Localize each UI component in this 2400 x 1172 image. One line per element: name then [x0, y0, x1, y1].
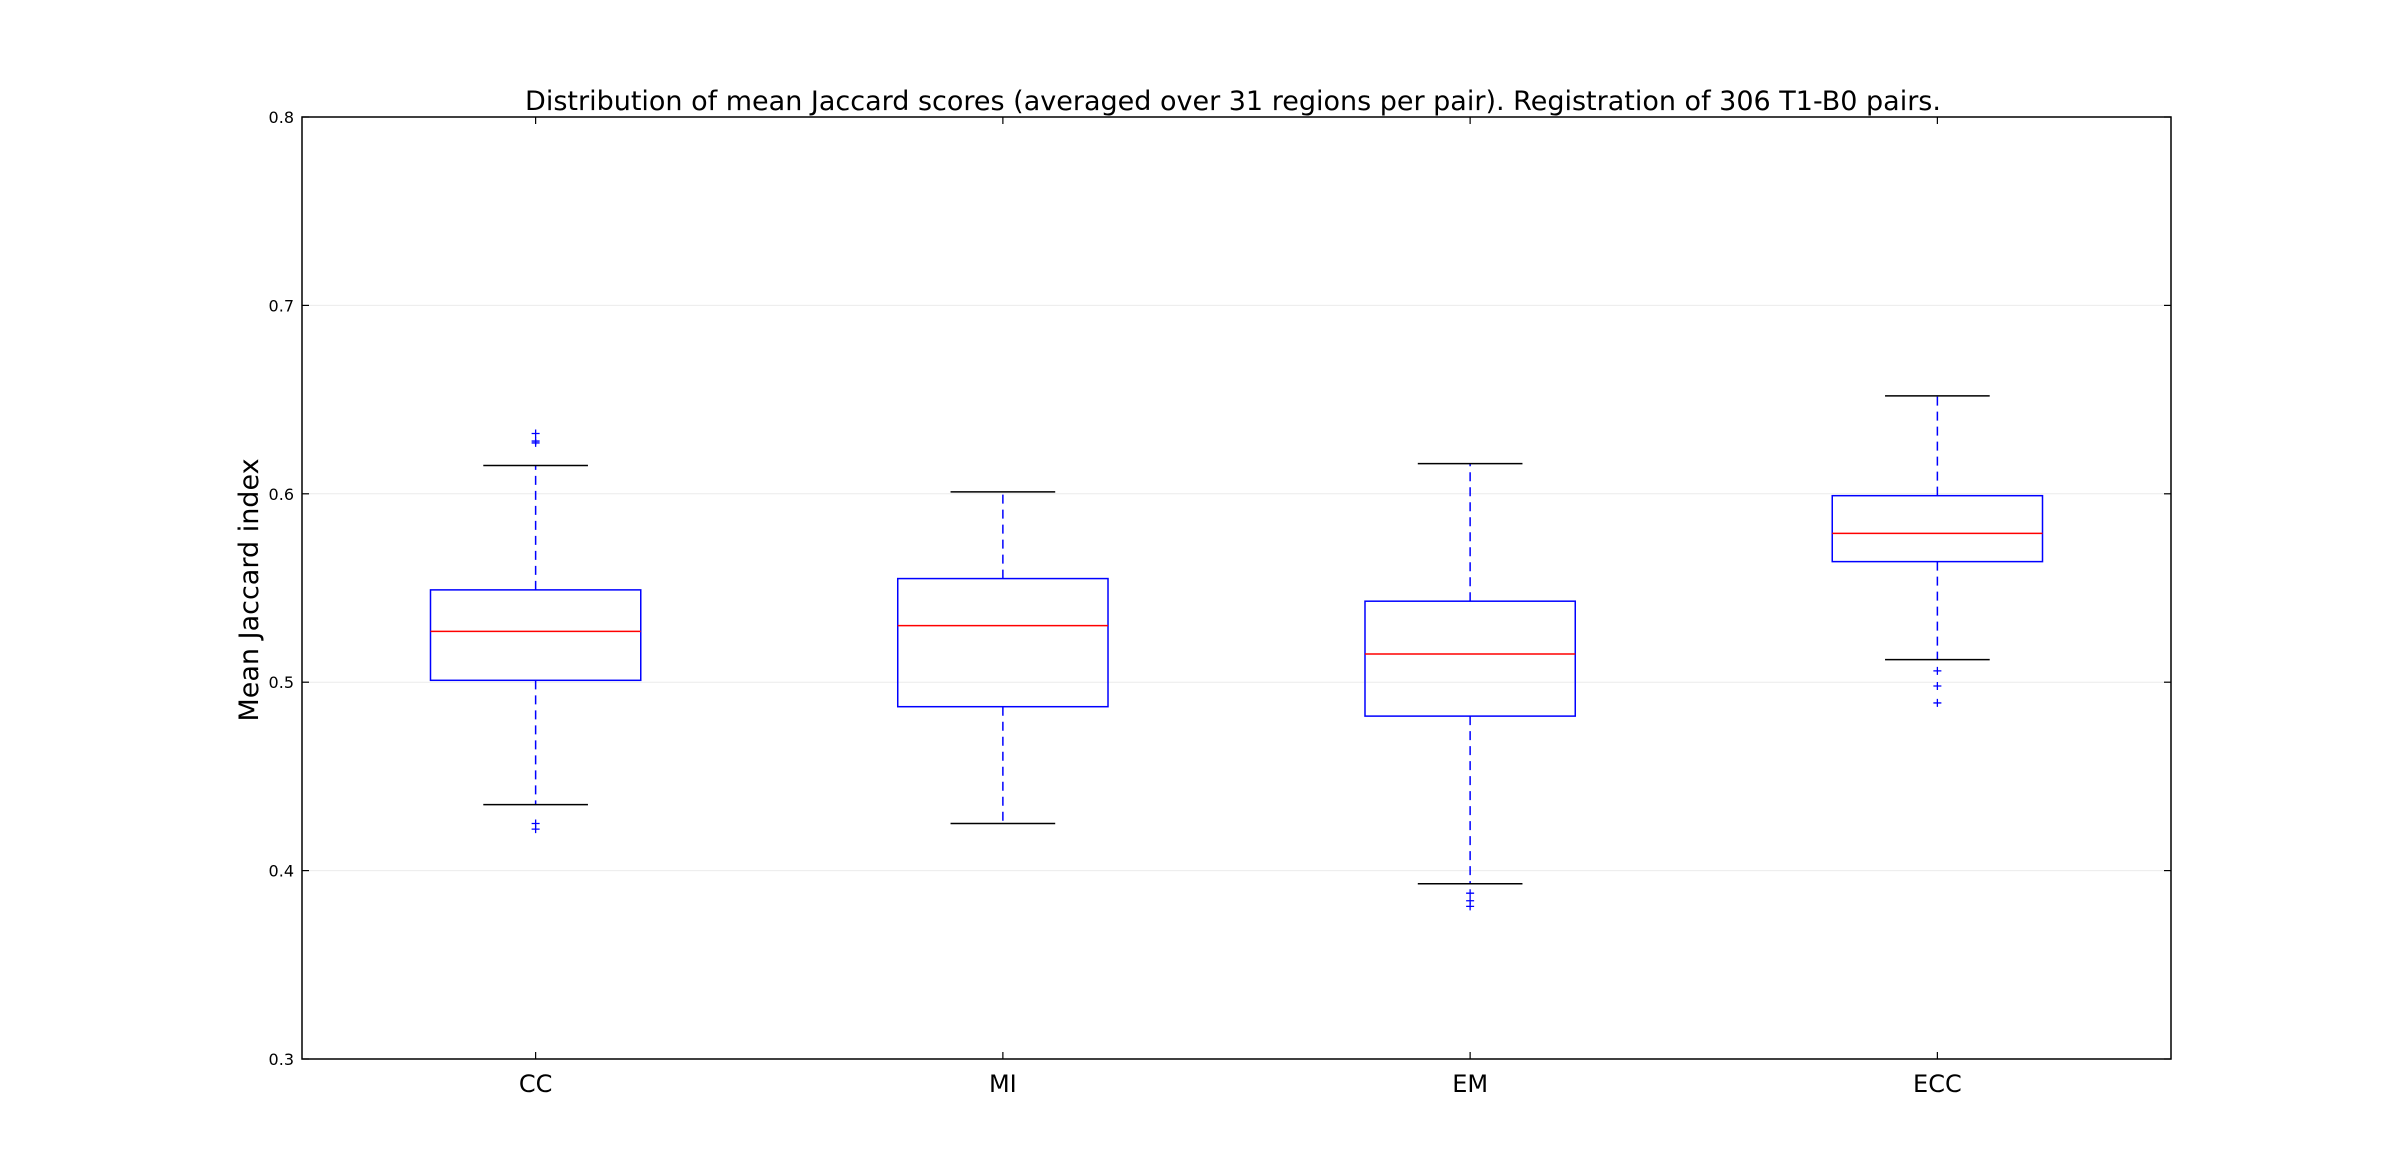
outlier-em-2: [1466, 889, 1475, 898]
gridlines: [302, 304, 2171, 872]
y-tick-label-3: 0.6: [269, 485, 294, 504]
box-em: [1364, 462, 1577, 911]
boxes-layer: [429, 395, 2044, 911]
y-axis-label: Mean Jaccard index: [234, 458, 265, 721]
y-tick-label-4: 0.7: [269, 296, 294, 315]
box-cc: [429, 429, 642, 834]
box-rect-ecc: [1831, 494, 2044, 563]
box-rect-em: [1364, 600, 1577, 717]
outlier-em-1: [1466, 896, 1475, 905]
outlier-cc-1: [531, 819, 540, 828]
box-ecc: [1831, 395, 2044, 707]
y-tick-label-5: 0.8: [269, 108, 294, 127]
outlier-ecc-2: [1933, 666, 1942, 675]
outlier-cc-3: [531, 437, 540, 446]
x-tick-label-mi: MI: [989, 1070, 1017, 1098]
plot-area-frame: [301, 116, 2172, 1060]
y-tick-label-2: 0.5: [269, 673, 294, 692]
chart-title: Distribution of mean Jaccard scores (ave…: [525, 86, 1941, 117]
x-tick-label-cc: CC: [519, 1070, 553, 1098]
outlier-cc-4: [531, 429, 540, 438]
outlier-ecc-0: [1933, 698, 1942, 707]
y-tick-label-0: 0.3: [269, 1050, 294, 1069]
box-rect-cc: [429, 589, 642, 682]
y-tick-label-1: 0.4: [269, 862, 294, 881]
x-tick-label-ecc: ECC: [1913, 1070, 1962, 1098]
box-rect-mi: [896, 577, 1109, 708]
outlier-ecc-1: [1933, 681, 1942, 690]
axis-ticks: 0.3 0.4 0.5 0.6 0.7 0.8 CC MI EM ECC: [269, 108, 2171, 1098]
x-tick-label-em: EM: [1452, 1070, 1488, 1098]
box-mi: [896, 491, 1109, 825]
